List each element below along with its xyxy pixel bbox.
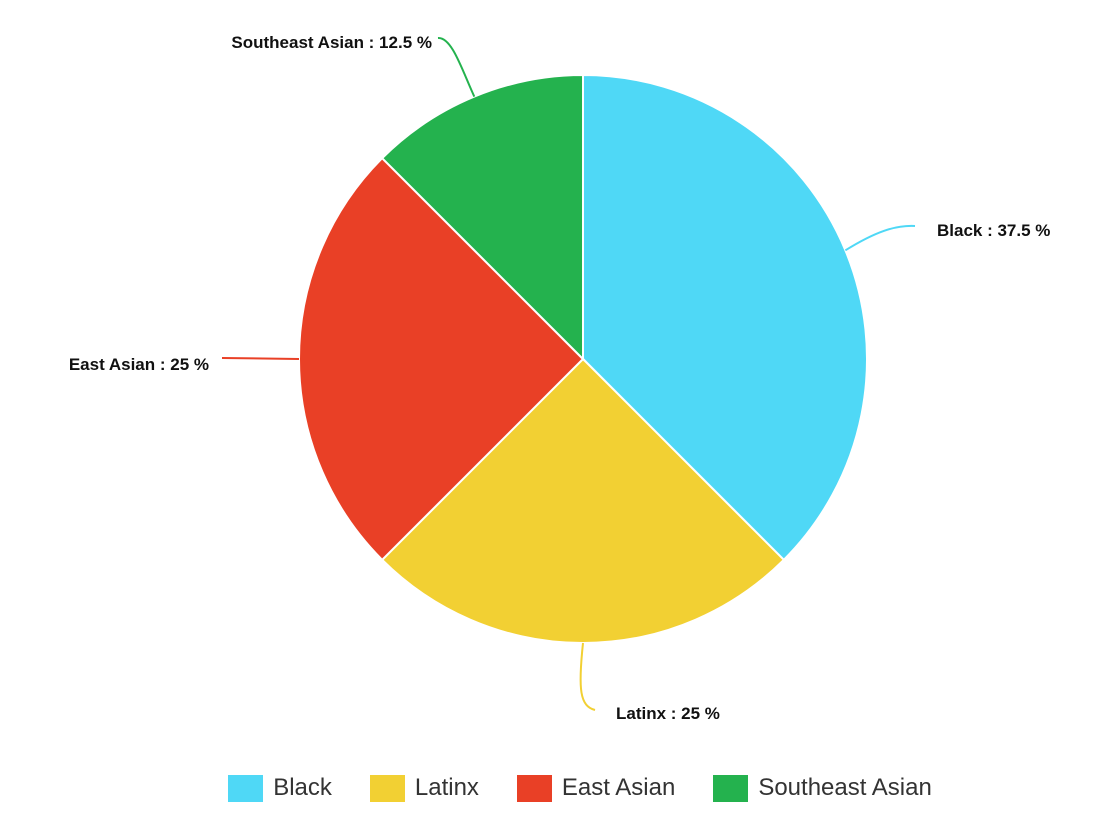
data-label-east-asian: East Asian : 25 % (69, 355, 209, 374)
pie-slice-southeast-asian[interactable] (380, 73, 584, 362)
legend-swatch-southeast-asian (713, 774, 749, 802)
pie-slice-latinx[interactable] (380, 357, 786, 644)
leader-line-black (844, 224, 916, 252)
data-label-black: Black : 37.5 % (937, 221, 1050, 240)
legend-item-east-asian[interactable]: East Asian (516, 774, 676, 802)
data-label-southeast-asian: Southeast Asian : 12.5 % (231, 33, 432, 52)
legend-swatch-east-asian (516, 774, 552, 802)
leader-line-southeast-asian (437, 36, 476, 98)
chart-legend: Black Latinx East Asian Southeast Asian (0, 768, 1113, 808)
leader-line-latinx (579, 642, 596, 711)
legend-item-latinx[interactable]: Latinx (369, 774, 479, 802)
label-leader-lines (221, 36, 916, 711)
legend-label-east-asian: East Asian (561, 774, 676, 801)
leader-line-east-asian (221, 357, 300, 360)
legend-item-black[interactable]: Black (228, 774, 332, 802)
legend-item-southeast-asian[interactable]: Southeast Asian (713, 774, 932, 802)
legend-label-latinx: Latinx (414, 774, 479, 801)
slice-labels: Black : 37.5 % Latinx : 25 % East Asian : … (69, 33, 1051, 723)
legend-swatch-latinx (369, 774, 405, 802)
pie-slices (298, 73, 868, 644)
pie-slice-black[interactable] (582, 73, 868, 562)
legend-label-black: Black (273, 774, 332, 801)
data-label-latinx: Latinx : 25 % (616, 704, 720, 723)
legend-label-southeast-asian: Southeast Asian (758, 774, 932, 801)
pie-slice-east-asian[interactable] (298, 156, 585, 562)
legend-swatch-black (228, 774, 264, 802)
